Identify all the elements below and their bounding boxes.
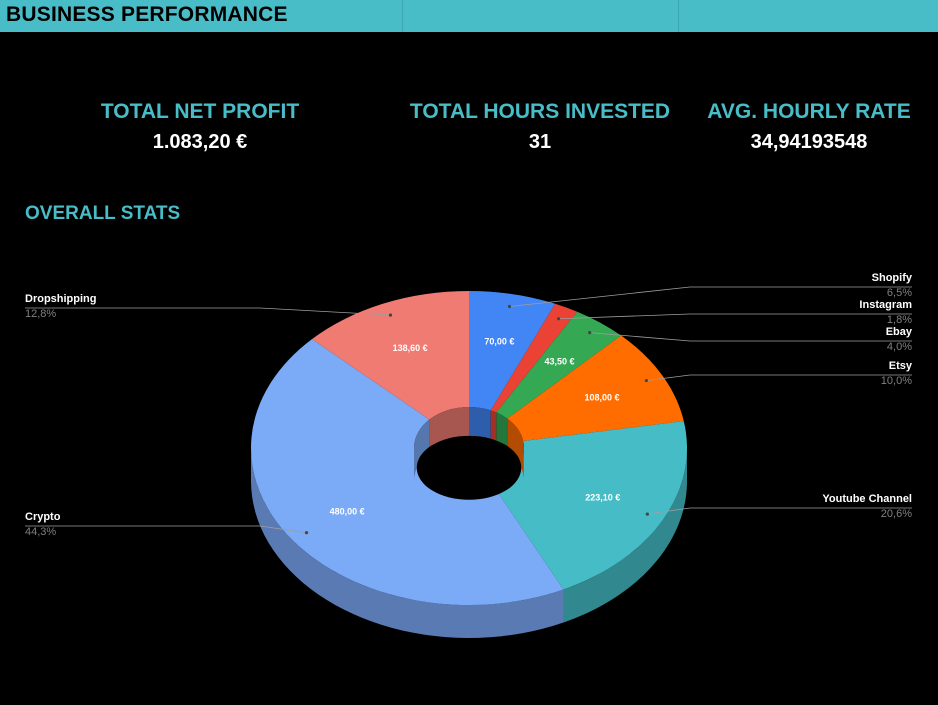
callout-line-shopify (509, 286, 912, 307)
pie-side-youtube-channel (563, 448, 687, 623)
legend-percent-youtube-channel: 20,6% (881, 508, 912, 520)
pie-side-crypto (251, 448, 564, 638)
callout-line-etsy (646, 374, 912, 381)
kpi-profit-label: TOTAL NET PROFIT (100, 100, 300, 123)
pie-inner-wall-shopify (469, 407, 491, 444)
legend-percent-crypto: 44,3% (25, 526, 56, 538)
callout-dot-etsy (644, 378, 648, 383)
kpi-rate-value: 34,94193548 (750, 131, 868, 153)
callout-dot-youtube-channel (645, 512, 649, 516)
pie-slice-shopify (469, 291, 556, 411)
pie-value-label: 43,50 € (544, 356, 574, 366)
legend-name-shopify: Shopify (872, 272, 913, 284)
pie-slice-dropshipping (311, 291, 469, 420)
pie-callouts: Shopify 6,5%Instagram 1,8%Ebay 4,0% Etsy 10,0… (25, 272, 913, 538)
legend-name-dropshipping: Dropshipping (25, 293, 97, 305)
pie-slice-youtube-channel (492, 421, 688, 590)
callout-dot-crypto (304, 531, 309, 535)
section-title: OVERALL STATS (25, 203, 181, 224)
pie-value-labels: 70,00 € 43,50 € 108,00 € 223,10 € 480,00 € 13… (330, 337, 621, 517)
legend-percent-etsy: 10,0% (881, 375, 912, 387)
callout-line-ebay (589, 332, 912, 342)
legend-name-ebay: Ebay (886, 326, 913, 338)
kpi-profit-value: 1.083,20 € (152, 131, 248, 153)
callout-dot-shopify (507, 304, 512, 309)
legend-percent-ebay: 4,0% (887, 341, 912, 353)
pie-slices (250, 291, 688, 606)
pie-hole (414, 407, 524, 500)
callout-line-dropshipping (25, 307, 391, 316)
legend-percent-shopify: 6,5% (887, 287, 912, 299)
callout-dot-ebay (588, 331, 592, 335)
header-cell (403, 0, 679, 32)
pie-slice-etsy (507, 335, 684, 441)
legend-name-etsy: Etsy (889, 360, 913, 372)
kpi-hours-value: 31 (528, 131, 552, 153)
legend-name-crypto: Crypto (25, 511, 61, 523)
callout-line-youtube-channel (647, 507, 912, 515)
legend-percent-instagram: 1,8% (887, 314, 912, 326)
pie-inner-wall-dropshipping (429, 407, 469, 453)
legend-name-instagram: Instagram (859, 299, 912, 311)
pie-inner-wall-youtube-channel (523, 440, 524, 481)
pie-value-label: 70,00 € (484, 337, 514, 347)
pie-value-label: 223,10 € (585, 493, 620, 503)
pie-value-label: 138,60 € (393, 343, 428, 353)
pie-value-label: 108,00 € (585, 392, 620, 402)
pie-slice-instagram (490, 303, 578, 413)
header-bar (0, 0, 938, 32)
callout-dot-instagram (556, 317, 561, 321)
callout-line-crypto (25, 525, 307, 534)
pie-value-label: 480,00 € (330, 507, 365, 517)
legend-name-youtube-channel: Youtube Channel (822, 493, 912, 505)
pie-side-walls (251, 448, 687, 638)
callout-dot-dropshipping (388, 313, 393, 317)
kpi-hours-label: TOTAL HOURS INVESTED (409, 100, 671, 123)
header-cell (0, 0, 403, 32)
pie-slice-ebay (496, 311, 622, 419)
legend-percent-dropshipping: 12,8% (25, 308, 56, 320)
pie-hole-opening (416, 435, 522, 500)
pie-slice-crypto (250, 339, 564, 606)
kpi-rate-label: AVG. HOURLY RATE (707, 100, 911, 123)
pie-inner-wall-instagram (490, 410, 497, 446)
page-title: BUSINESS PERFORMANCE (6, 3, 288, 26)
callout-line-instagram (558, 313, 912, 320)
